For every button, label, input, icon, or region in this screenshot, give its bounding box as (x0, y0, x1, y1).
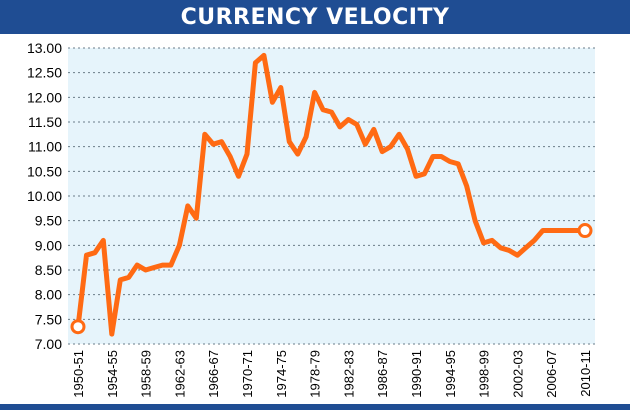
y-tick-label: 8.50 (35, 262, 62, 278)
x-tick-label: 1974-75 (274, 350, 289, 398)
y-tick-label: 11.00 (28, 139, 62, 155)
start-point-marker (70, 319, 86, 335)
x-tick-label: 1990-91 (409, 350, 424, 398)
y-tick-label: 7.50 (35, 311, 62, 327)
x-tick-label: 1962-63 (172, 350, 187, 398)
x-tick-label: 1998-99 (477, 350, 492, 398)
y-tick-label: 9.00 (35, 237, 62, 253)
y-tick-label: 11.50 (28, 114, 62, 130)
x-tick-label: 2002-03 (510, 350, 525, 398)
y-tick-label: 13.00 (27, 40, 62, 56)
currency-velocity-chart: 7.00 7.50 8.00 8.50 9.00 9.50 10.00 10.50 11.00 1… (27, 40, 595, 398)
x-axis-tick-labels: 1950-51 1954-55 1958-59 1962-63 1966-67 1970-… (71, 350, 593, 398)
x-tick-label: 2010-11 (578, 350, 593, 397)
x-tick-label: 1958-59 (139, 350, 154, 398)
x-tick-label: 1970-71 (240, 350, 255, 398)
x-tick-label: 1966-67 (206, 350, 221, 398)
y-tick-label: 9.50 (35, 213, 62, 229)
y-tick-label: 10.50 (27, 163, 62, 179)
series-line (75, 52, 588, 337)
y-tick-label: 7.00 (35, 336, 62, 352)
y-tick-label: 8.00 (35, 287, 62, 303)
x-tick-label: 1986-87 (375, 350, 390, 398)
chart-title: CURRENCY VELOCITY (180, 4, 450, 30)
y-tick-label: 10.00 (27, 188, 62, 204)
end-point-marker (577, 223, 593, 239)
y-axis-tick-labels: 7.00 7.50 8.00 8.50 9.00 9.50 10.00 10.50 11.00 1… (27, 40, 62, 352)
x-tick-label: 1978-79 (308, 350, 323, 398)
x-tick-label: 1994-95 (443, 350, 458, 398)
x-tick-label: 1954-55 (105, 350, 120, 398)
x-tick-label: 1982-83 (341, 350, 356, 398)
plot-background (68, 48, 595, 344)
y-tick-label: 12.00 (27, 89, 62, 105)
x-tick-label: 2006-07 (544, 350, 559, 398)
title-bar: CURRENCY VELOCITY (0, 0, 630, 34)
y-tick-label: 12.50 (27, 65, 62, 81)
bottom-bar (0, 404, 630, 410)
chart-area: 7.00 7.50 8.00 8.50 9.00 9.50 10.00 10.50 11.00 1… (0, 34, 630, 410)
x-tick-label: 1950-51 (71, 350, 86, 398)
